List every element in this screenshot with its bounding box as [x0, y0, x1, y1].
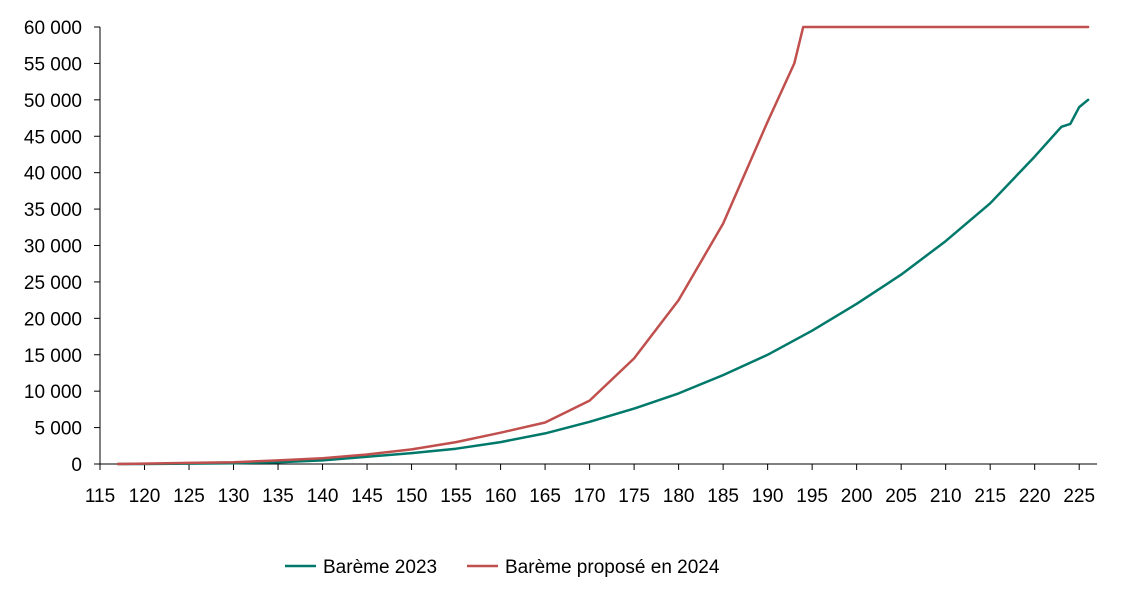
- x-axis: 115 120 125 130 135 140 145 150 155 160 165 170 175 1…: [85, 463, 1097, 507]
- x-tick-label: 145: [351, 486, 383, 507]
- x-tick-label: 225: [1063, 486, 1095, 507]
- x-tick-label: 115: [85, 486, 115, 507]
- x-tick-label: 160: [485, 486, 517, 507]
- y-tick-label: 10 000: [24, 382, 82, 403]
- x-tick-label: 220: [1019, 486, 1051, 507]
- x-tick-label: 135: [262, 486, 294, 507]
- y-tick-label: 45 000: [24, 127, 82, 148]
- y-tick-label: 15 000: [24, 346, 82, 367]
- x-tick-label: 125: [173, 486, 205, 507]
- series-line-2: [116, 25, 1090, 466]
- x-tick-label: 175: [618, 486, 650, 507]
- x-tick-label: 165: [529, 486, 561, 507]
- y-tick-label: 55 000: [24, 54, 82, 75]
- x-tick-label: 140: [307, 486, 339, 507]
- x-tick-label: 200: [841, 486, 873, 507]
- y-tick-label: 20 000: [24, 309, 82, 330]
- legend-label: Barème proposé en 2024: [505, 557, 720, 578]
- y-tick-label: 0: [71, 455, 82, 476]
- y-tick-label: 40 000: [24, 164, 82, 185]
- x-tick-label: 195: [796, 486, 828, 507]
- legend: Barème 2023 Barème proposé en 2024: [285, 557, 720, 578]
- x-tick-label: 180: [663, 486, 695, 507]
- y-tick-label: 30 000: [24, 237, 82, 258]
- x-tick-label: 170: [574, 486, 606, 507]
- x-tick-label: 130: [218, 486, 250, 507]
- x-tick-label: 215: [974, 486, 1006, 507]
- x-tick-label: 155: [440, 486, 472, 507]
- x-tick-label: 205: [885, 486, 917, 507]
- y-tick-label: 5 000: [34, 419, 82, 440]
- y-tick-label: 25 000: [24, 273, 82, 294]
- x-tick-label: 210: [930, 486, 962, 507]
- x-tick-label: 190: [752, 486, 784, 507]
- y-tick-label: 60 000: [24, 18, 82, 39]
- series-line-1: [116, 98, 1090, 466]
- series-layer: [116, 25, 1090, 466]
- x-tick-label: 150: [396, 486, 428, 507]
- y-tick-label: 50 000: [24, 91, 82, 112]
- y-axis: 0 5 000 10 000 15 000 20 000 25 000 30 000 35 0…: [24, 18, 101, 476]
- x-tick-label: 120: [129, 486, 161, 507]
- y-tick-label: 35 000: [24, 200, 82, 221]
- legend-label: Barème 2023: [323, 557, 437, 578]
- x-tick-label: 185: [707, 486, 739, 507]
